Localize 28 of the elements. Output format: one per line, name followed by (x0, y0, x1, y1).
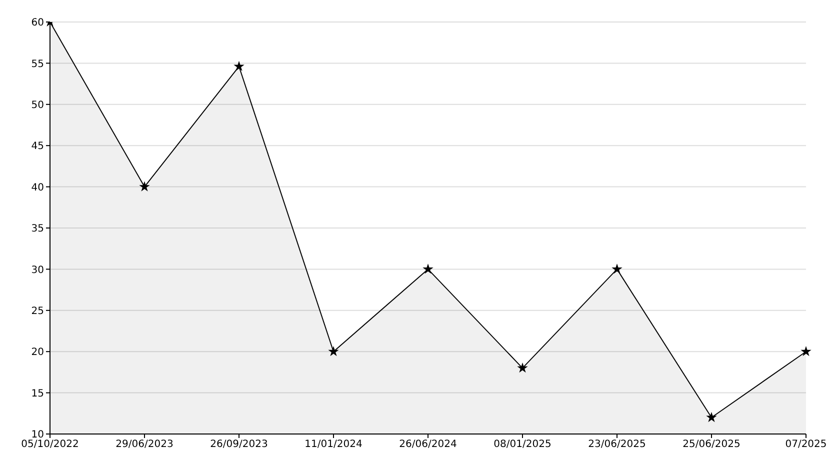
x-tick-label: 23/06/2025 (588, 439, 646, 450)
x-tick-label: 25/06/2025 (682, 439, 740, 450)
y-tick-label: 40 (31, 182, 44, 194)
x-tick-label: 26/06/2024 (399, 439, 457, 450)
y-tick-label: 10 (31, 430, 44, 441)
y-tick-label: 55 (31, 58, 44, 70)
point (518, 364, 527, 372)
y-tick-label: 25 (31, 306, 44, 317)
point (140, 182, 149, 191)
y-tick-label: 50 (31, 100, 44, 111)
point (802, 347, 810, 356)
x-tick-label: 07/2025 (785, 439, 827, 450)
point (234, 62, 244, 70)
point (424, 264, 432, 273)
point (612, 264, 622, 273)
y-tick-label: 20 (31, 347, 44, 358)
x-tick-label: 11/01/2024 (304, 439, 362, 450)
y-tick-label: 35 (31, 224, 44, 235)
point (707, 413, 716, 422)
point (329, 347, 338, 356)
y-tick-label: 15 (31, 388, 44, 400)
y-tick-label: 60 (31, 18, 44, 29)
x-tick-label: 08/01/2025 (494, 439, 552, 450)
x-tick-label: 26/09/2023 (210, 439, 268, 450)
x-tick-label: 05/10/2022 (21, 439, 79, 450)
y-tick-label: 30 (31, 264, 44, 276)
x-tick-label: 29/06/2023 (116, 439, 174, 450)
y-tick-label: 45 (31, 141, 44, 152)
